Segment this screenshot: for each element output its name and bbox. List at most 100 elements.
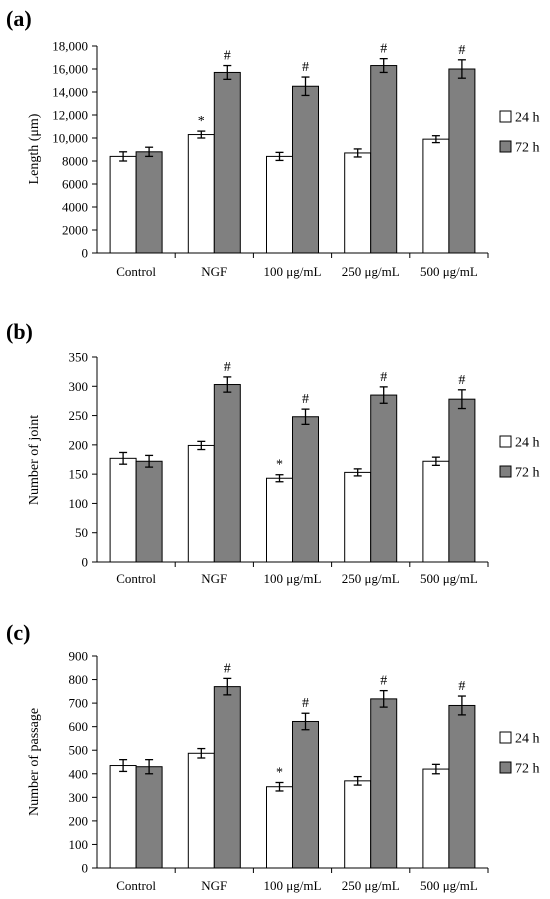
bar-24h-1 (187, 134, 215, 254)
x-tick-label: Control (116, 878, 156, 893)
x-tick-label: 100 μg/mL (264, 571, 322, 586)
bar-24h-3 (344, 152, 372, 254)
legend-label: 24 h (515, 436, 540, 451)
significance-hash: # (302, 696, 309, 711)
y-tick-label: 700 (69, 696, 89, 711)
x-tick-label: 100 μg/mL (264, 878, 322, 893)
bar-24h-4 (422, 138, 450, 254)
y-tick-label: 0 (82, 555, 89, 570)
y-axis-title: Number of passage (27, 708, 42, 816)
x-tick-label: NGF (201, 571, 227, 586)
x-tick-label: 500 μg/mL (420, 878, 478, 893)
panel-label: (c) (6, 620, 30, 645)
x-tick-label: 100 μg/mL (264, 264, 322, 279)
y-tick-label: 0 (82, 246, 89, 261)
significance-hash: # (380, 674, 387, 689)
y-tick-label: 250 (69, 408, 89, 423)
y-tick-label: 200 (69, 437, 89, 452)
legend-swatch (499, 731, 512, 744)
y-tick-label: 900 (69, 649, 89, 664)
y-tick-label: 200 (69, 813, 89, 828)
y-tick-label: 14,000 (52, 85, 88, 100)
bar-24h-2 (266, 477, 293, 563)
bar-72h-4 (448, 704, 476, 869)
significance-hash: # (224, 661, 231, 676)
x-tick-label: NGF (201, 878, 227, 893)
legend-label: 24 h (515, 732, 540, 747)
significance-hash: # (458, 679, 465, 694)
y-tick-label: 6000 (62, 177, 88, 192)
bar-24h-3 (344, 780, 372, 869)
bar-24h-2 (266, 786, 293, 869)
y-tick-label: 50 (75, 525, 88, 540)
legend-label: 72 h (515, 762, 540, 777)
y-tick-label: 100 (69, 496, 89, 511)
legend-label: 72 h (515, 141, 540, 156)
panel-label: (b) (6, 319, 33, 344)
x-tick-label: Control (116, 264, 156, 279)
significance-hash: # (302, 392, 309, 407)
y-tick-label: 18,000 (52, 39, 88, 54)
y-tick-label: 2000 (62, 223, 88, 238)
bar-72h-1 (213, 71, 241, 254)
bar-72h-0 (135, 460, 163, 563)
bar-24h-3 (344, 471, 372, 563)
significance-asterisk: * (276, 765, 283, 780)
y-tick-label: 300 (69, 790, 89, 805)
bar-72h-4 (448, 68, 476, 254)
bar-72h-3 (370, 394, 398, 563)
bar-72h-1 (213, 686, 241, 869)
y-tick-label: 300 (69, 379, 89, 394)
significance-hash: # (380, 42, 387, 57)
bar-24h-0 (109, 155, 137, 254)
y-tick-label: 500 (69, 743, 89, 758)
bar-72h-3 (370, 65, 398, 254)
legend-label: 24 h (515, 111, 540, 126)
y-axis-title: Number of joint (27, 415, 42, 505)
bar-24h-0 (109, 457, 137, 563)
significance-hash: # (224, 360, 231, 375)
bar-72h-4 (448, 398, 476, 563)
significance-hash: # (302, 60, 309, 75)
significance-hash: # (224, 49, 231, 64)
y-tick-label: 600 (69, 719, 89, 734)
y-axis-title: Length (μm) (27, 113, 42, 184)
bar-72h-3 (370, 698, 398, 869)
panel-label: (a) (6, 6, 32, 31)
bar-24h-4 (422, 460, 450, 563)
significance-hash: # (458, 373, 465, 388)
bar-72h-2 (292, 416, 319, 563)
x-tick-label: 250 μg/mL (342, 571, 400, 586)
y-tick-label: 0 (82, 861, 89, 876)
bar-72h-0 (135, 766, 163, 869)
legend-label: 72 h (515, 466, 540, 481)
y-tick-label: 8000 (62, 154, 88, 169)
y-tick-label: 100 (69, 837, 89, 852)
y-tick-label: 10,000 (52, 131, 88, 146)
y-tick-label: 800 (69, 672, 89, 687)
y-tick-label: 12,000 (52, 108, 88, 123)
y-tick-label: 400 (69, 766, 89, 781)
significance-asterisk: * (276, 458, 283, 473)
x-tick-label: 250 μg/mL (342, 264, 400, 279)
significance-asterisk: * (198, 114, 205, 129)
bar-24h-1 (187, 444, 215, 563)
x-tick-label: 250 μg/mL (342, 878, 400, 893)
chart-panel-3: (c) 0 100 200 300 400 500 600 700 800 900 Number of… (6, 620, 540, 893)
legend-swatch (499, 435, 512, 448)
chart-panel-1: (a) 0 2000 4000 6000 8000 10,000 12,000 14,000 16… (6, 6, 540, 279)
y-tick-label: 350 (69, 350, 89, 365)
legend-swatch (499, 110, 512, 123)
bar-24h-2 (266, 155, 293, 254)
x-tick-label: NGF (201, 264, 227, 279)
bar-24h-1 (187, 752, 215, 869)
bar-72h-2 (292, 85, 319, 254)
legend-swatch (499, 465, 512, 478)
legend-swatch (499, 140, 512, 153)
bar-24h-0 (109, 765, 137, 869)
legend-swatch (499, 761, 512, 774)
chart-panel-2: (b) 0 50 100 150 200 250 300 350 Number of joint C… (6, 319, 540, 586)
bar-72h-0 (135, 151, 163, 254)
y-tick-label: 4000 (62, 200, 88, 215)
